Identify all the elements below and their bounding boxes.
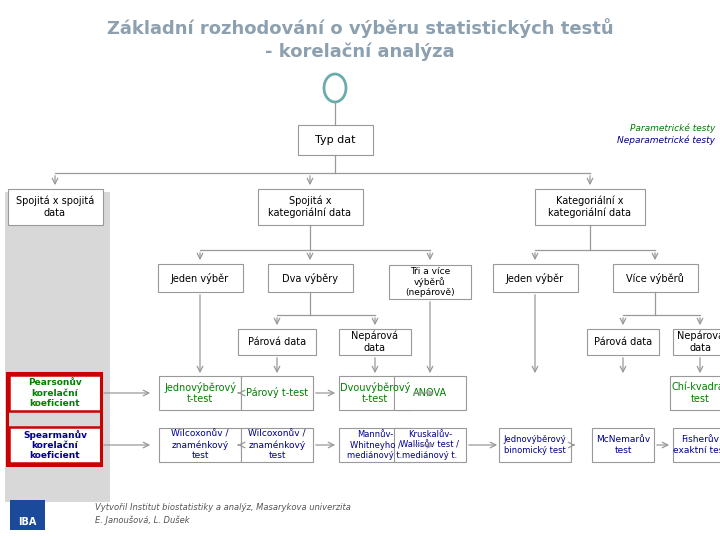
Text: Jednovýběrový
t-test: Jednovýběrový t-test (164, 382, 236, 404)
Text: Dva výběry: Dva výběry (282, 273, 338, 284)
FancyBboxPatch shape (587, 329, 659, 355)
Text: Neparametrické testy: Neparametrické testy (617, 135, 715, 145)
Text: Párový t-test: Párový t-test (246, 388, 308, 399)
FancyBboxPatch shape (613, 264, 698, 292)
FancyBboxPatch shape (592, 428, 654, 462)
Text: Chí-kvadrát
test: Chí-kvadrát test (672, 382, 720, 404)
Text: Jeden výběr: Jeden výběr (171, 273, 229, 284)
Text: Jeden výběr: Jeden výběr (506, 273, 564, 284)
Text: Nepárová
data: Nepárová data (677, 331, 720, 353)
FancyBboxPatch shape (9, 375, 101, 411)
FancyBboxPatch shape (672, 329, 720, 355)
Text: Spojitá x
kategoriální data: Spojitá x kategoriální data (269, 195, 351, 218)
FancyBboxPatch shape (492, 264, 577, 292)
FancyBboxPatch shape (672, 428, 720, 462)
Text: Vytvořil Institut biostatistiky a analýz, Masarykova univerzita: Vytvořil Institut biostatistiky a analýz… (95, 503, 351, 512)
FancyBboxPatch shape (238, 329, 316, 355)
FancyBboxPatch shape (241, 428, 313, 462)
Text: Základní rozhodování o výběru statistických testů: Základní rozhodování o výběru statistick… (107, 18, 613, 38)
Text: McNemarův
test: McNemarův test (596, 435, 650, 455)
Text: Párová data: Párová data (248, 337, 306, 347)
FancyBboxPatch shape (9, 427, 101, 463)
FancyBboxPatch shape (268, 264, 353, 292)
FancyBboxPatch shape (5, 192, 110, 502)
Text: Párová data: Párová data (594, 337, 652, 347)
Text: Mannův-
Whitneyho /
mediánový t.: Mannův- Whitneyho / mediánový t. (347, 430, 402, 460)
Text: Nepárová
data: Nepárová data (351, 331, 398, 353)
Text: Tři a více
výběrů
(nepárově): Tři a více výběrů (nepárově) (405, 267, 455, 298)
Text: Parametrické testy: Parametrické testy (629, 123, 715, 133)
FancyBboxPatch shape (158, 264, 243, 292)
FancyBboxPatch shape (297, 125, 372, 155)
FancyBboxPatch shape (389, 265, 471, 299)
Text: E. Janoušová, L. Dušek: E. Janoušová, L. Dušek (95, 515, 189, 525)
FancyBboxPatch shape (159, 376, 241, 410)
Text: Pearsonův
korelační
koeficient: Pearsonův korelační koeficient (28, 378, 82, 408)
FancyBboxPatch shape (535, 189, 645, 225)
FancyBboxPatch shape (10, 500, 45, 530)
Text: Jednovýběrový
binomický test: Jednovýběrový binomický test (503, 435, 567, 455)
FancyBboxPatch shape (241, 376, 313, 410)
Text: Spojitá x spojitá
data: Spojitá x spojitá data (16, 196, 94, 218)
Text: Spearmanův
korelační
koeficient: Spearmanův korelační koeficient (23, 430, 87, 461)
Text: IBA: IBA (18, 517, 36, 527)
FancyBboxPatch shape (258, 189, 362, 225)
FancyBboxPatch shape (7, 189, 102, 225)
FancyBboxPatch shape (670, 376, 720, 410)
Text: Kategoriální x
kategoriální data: Kategoriální x kategoriální data (549, 195, 631, 218)
Text: Dvouvýběrový
t-test: Dvouvýběrový t-test (340, 382, 410, 404)
Text: - korelační analýza: - korelační analýza (265, 43, 455, 61)
Text: ANOVA: ANOVA (413, 388, 447, 398)
FancyBboxPatch shape (394, 428, 466, 462)
FancyBboxPatch shape (339, 376, 411, 410)
Text: Více výběrů: Více výběrů (626, 273, 684, 284)
Text: Typ dat: Typ dat (315, 135, 355, 145)
FancyBboxPatch shape (339, 329, 411, 355)
Text: Wilcoxonův /
znaménkový
test: Wilcoxonův / znaménkový test (171, 430, 229, 460)
FancyBboxPatch shape (159, 428, 241, 462)
Text: Wilcoxonův /
znaménkový
test: Wilcoxonův / znaménkový test (248, 430, 306, 460)
Text: Fisherův
exaktní test: Fisherův exaktní test (673, 435, 720, 455)
Text: Kruskalův-
Wallisův test /
mediánový t.: Kruskalův- Wallisův test / mediánový t. (400, 430, 459, 460)
FancyBboxPatch shape (394, 376, 466, 410)
FancyBboxPatch shape (339, 428, 411, 462)
FancyBboxPatch shape (499, 428, 571, 462)
